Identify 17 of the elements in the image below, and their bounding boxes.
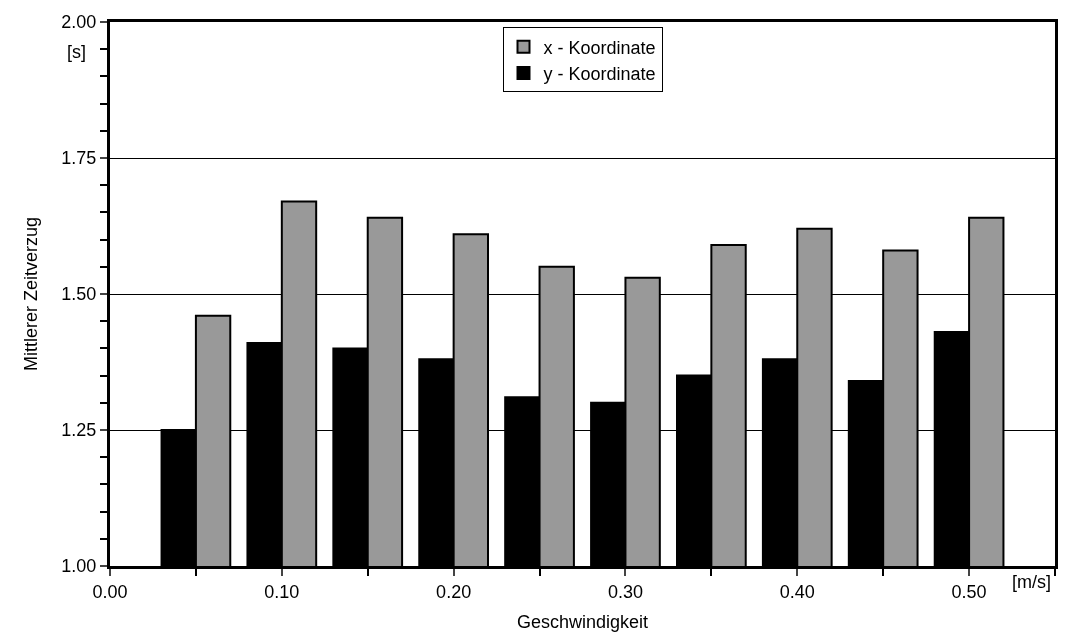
x-tick-label: 0.10 [264,581,300,602]
y-axis-title: Mittlerer Zeitverzug [20,216,41,372]
x-tick-label: 0.30 [607,581,643,602]
y-tick-label: 1.00 [61,556,97,577]
legend-label: y - Koordinate [543,64,656,85]
y-tick-label: 2.00 [61,12,97,33]
legend-label: x - Koordinate [543,37,656,58]
text: [m/s] [1012,572,1051,592]
y-tick-label: 1.25 [61,420,97,441]
x-tick-label: 0.20 [436,581,472,602]
y-tick-label: 1.50 [61,284,97,305]
x-axis-title: Geschwindigkeit [516,611,649,632]
text: [s] [67,42,87,62]
y-tick-label: 1.75 [61,148,97,169]
x-tick-label: 0.00 [92,581,128,602]
x-tick-label: 0.40 [779,581,815,602]
x-tick-label: 0.50 [951,581,987,602]
